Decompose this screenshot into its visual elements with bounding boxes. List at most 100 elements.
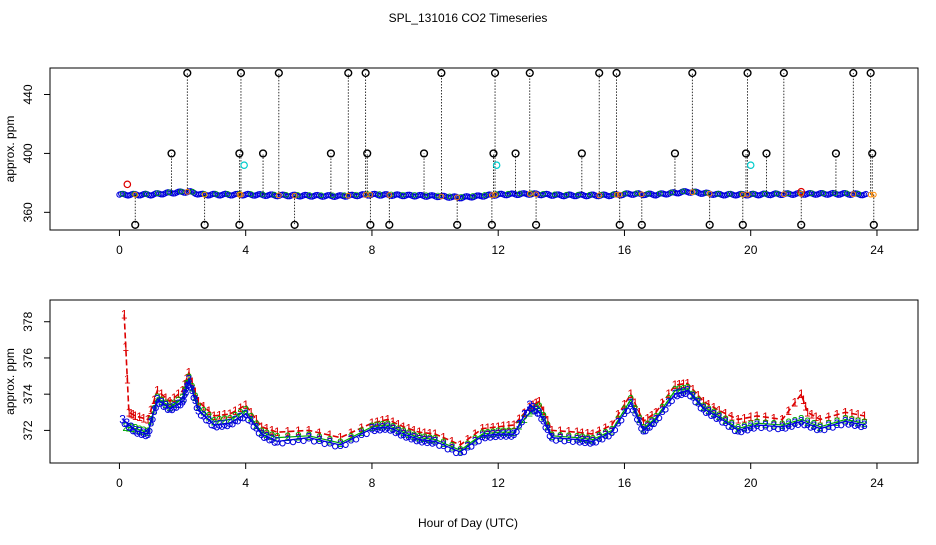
- series-point-o: [300, 437, 307, 445]
- series-point-o: [363, 430, 370, 438]
- baseline-point: [438, 193, 445, 200]
- series-point-o: [403, 434, 410, 441]
- mid-spike-point: [235, 149, 244, 158]
- series-point-3: 3: [151, 404, 158, 418]
- baseline-point: [201, 191, 208, 198]
- series-point-1: 1: [659, 396, 666, 410]
- series-point-2: 2: [192, 390, 199, 404]
- series-point-3: 3: [648, 416, 655, 430]
- series-point-2: 2: [621, 403, 628, 417]
- series-point-o: [668, 398, 675, 405]
- series-point-3: 3: [495, 427, 502, 441]
- series-point-2: 2: [579, 431, 586, 445]
- series-point-2: 2: [648, 414, 655, 428]
- series-point-1: 1: [216, 408, 223, 422]
- series-point-2: 2: [295, 429, 302, 443]
- series-point-1: 1: [179, 384, 186, 398]
- series-point-2: 2: [232, 410, 239, 424]
- series-point-o: [725, 423, 732, 430]
- baseline-point: [780, 191, 787, 198]
- low-spike-point: [705, 220, 714, 229]
- high-spike-point: [437, 68, 446, 78]
- series-point-3: 3: [440, 438, 447, 452]
- series-point-2: 2: [500, 425, 507, 439]
- series-point-o: [618, 417, 625, 424]
- series-point-3: 3: [817, 422, 824, 436]
- series-point-o: [156, 400, 163, 407]
- series-point-o: [542, 424, 549, 431]
- series-point-3: 3: [221, 417, 228, 431]
- low-spike-point: [290, 220, 299, 229]
- series-point-o: [193, 404, 200, 412]
- series-point-o: [266, 437, 273, 444]
- series-point-o: [353, 436, 360, 443]
- series-point-1: 1: [206, 404, 213, 418]
- series-point-1: 1: [590, 427, 597, 441]
- series-point-3: 3: [242, 407, 249, 421]
- series-point-2: 2: [305, 429, 312, 443]
- baseline-point: [132, 191, 139, 198]
- y-tick-label: 440: [21, 84, 35, 104]
- series-point-2: 2: [627, 393, 634, 407]
- series-point-o: [719, 419, 726, 426]
- series-point-o: [794, 421, 802, 429]
- baseline-point: [131, 191, 138, 197]
- series-point-1: 1: [457, 438, 464, 452]
- series-point-1: 1: [700, 394, 707, 408]
- series-point-o: [731, 427, 739, 435]
- series-point-o: [208, 422, 215, 429]
- series-o: [121, 382, 865, 457]
- series-point-2: 2: [747, 418, 754, 432]
- red-point: [797, 187, 806, 196]
- series-point-o: [744, 427, 751, 434]
- series-point-1: 1: [608, 418, 615, 432]
- series-point-2: 2: [810, 417, 817, 431]
- series-point-2: 2: [490, 426, 497, 440]
- series-point-1: 1: [632, 396, 639, 410]
- series-point-o: [138, 431, 145, 439]
- series-point-3: 3: [432, 434, 439, 448]
- baseline-point: [189, 189, 196, 195]
- series-point-2: 2: [395, 423, 402, 437]
- series-point-1: 1: [130, 408, 137, 422]
- series-point-1: 1: [800, 393, 807, 407]
- baseline-point: [119, 191, 126, 197]
- x-tick-label: 20: [744, 243, 758, 257]
- series-point-3: 3: [747, 420, 754, 434]
- series-point-3: 3: [449, 442, 456, 456]
- series-point-o: [444, 446, 451, 453]
- series-point-3: 3: [644, 420, 651, 434]
- series-point-1: 1: [716, 403, 723, 417]
- baseline-point: [870, 191, 877, 198]
- series-point-1: 1: [154, 384, 161, 398]
- series-point-2: 2: [690, 388, 697, 402]
- series-point-o: [750, 425, 757, 432]
- series-point-2: 2: [263, 427, 270, 441]
- series-point-o: [518, 419, 525, 426]
- low-spike-point: [531, 220, 541, 229]
- series-point-2: 2: [171, 397, 178, 411]
- series-point-3: 3: [505, 427, 512, 441]
- series-point-1: 1: [644, 411, 651, 425]
- series-point-o: [758, 424, 765, 432]
- series-point-o: [821, 426, 828, 434]
- series-point-3: 3: [269, 432, 276, 446]
- series-point-3: 3: [183, 380, 190, 394]
- series-point-2: 2: [472, 432, 479, 446]
- series-point-3: 3: [472, 434, 479, 448]
- series-point-1: 1: [855, 408, 862, 422]
- y-axis-label: approx. ppm: [3, 348, 17, 415]
- series-point-1: 1: [327, 428, 334, 442]
- series-point-1: 1: [348, 426, 355, 440]
- series-point-o: [197, 412, 205, 419]
- series-point-1: 1: [536, 394, 543, 408]
- series-point-2: 2: [426, 432, 433, 446]
- series-point-2: 2: [221, 413, 228, 427]
- series-point-2: 2: [457, 443, 464, 457]
- baseline-point: [586, 191, 593, 198]
- series-point-3: 3: [653, 413, 660, 427]
- baseline-point: [610, 191, 616, 198]
- series-point-2: 2: [804, 415, 811, 429]
